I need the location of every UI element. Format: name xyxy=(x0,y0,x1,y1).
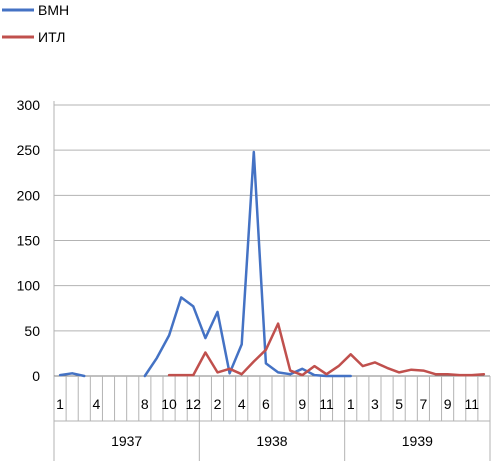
series-line-0 xyxy=(58,150,352,378)
x-tick-label: 1 xyxy=(347,396,355,412)
x-tick-label: 7 xyxy=(419,396,427,412)
y-tick-label: 200 xyxy=(17,187,41,203)
y-tick-label: 50 xyxy=(24,323,40,339)
y-tick-label: 100 xyxy=(17,278,41,294)
x-tick-label: 8 xyxy=(141,396,149,412)
x-tick-label: 5 xyxy=(395,396,403,412)
x-tick-label: 11 xyxy=(465,396,480,412)
x-tick-label: 12 xyxy=(185,396,201,412)
x-tick-label: 2 xyxy=(214,396,222,412)
year-label: 1939 xyxy=(402,433,433,449)
series-lines xyxy=(58,150,486,378)
x-tick-label: 4 xyxy=(238,396,246,412)
y-tick-label: 0 xyxy=(32,368,40,384)
x-tick-label: 3 xyxy=(371,396,379,412)
y-tick-label: 300 xyxy=(17,97,41,113)
x-tick-label: 10 xyxy=(161,396,177,412)
legend: ВМН ИТЛ xyxy=(2,2,69,45)
legend-label-0: ВМН xyxy=(38,2,69,18)
y-axis: 0 50 100 150 200 250 300 xyxy=(17,97,55,384)
y-tick-label: 250 xyxy=(17,142,41,158)
x-tick-label: 9 xyxy=(298,396,306,412)
x-tick-label: 4 xyxy=(92,396,100,412)
x-tick-label: 6 xyxy=(262,396,270,412)
x-tick-label: 1 xyxy=(56,396,64,412)
year-label: 1937 xyxy=(111,433,142,449)
x-tick-label: 11 xyxy=(319,396,334,412)
legend-label-1: ИТЛ xyxy=(38,29,66,45)
x-tick-label: 9 xyxy=(444,396,452,412)
y-tick-label: 150 xyxy=(17,233,41,249)
year-label: 1938 xyxy=(256,433,287,449)
series-line-1 xyxy=(167,322,486,377)
